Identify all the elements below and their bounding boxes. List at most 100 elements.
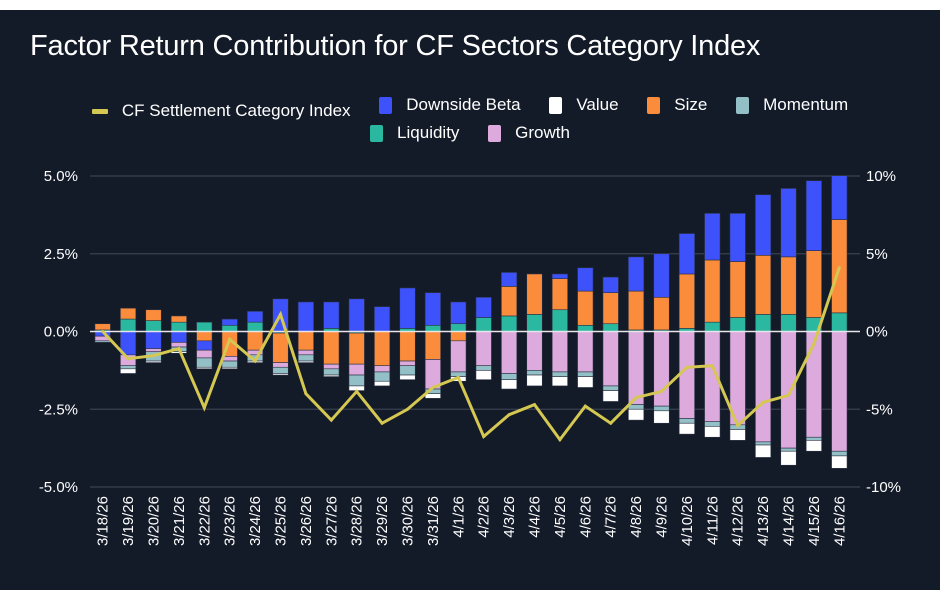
line-point[interactable] (406, 407, 409, 411)
bar-segment-momentum[interactable] (602, 385, 619, 391)
bar-stack[interactable] (475, 296, 492, 381)
bar-segment-downside-beta[interactable] (196, 340, 213, 351)
bar-segment-size[interactable] (577, 290, 594, 326)
bar-segment-value[interactable] (221, 366, 238, 370)
bar-segment-growth[interactable] (475, 331, 492, 367)
bar-stack[interactable] (526, 273, 543, 387)
line-point[interactable] (329, 418, 333, 422)
bar-segment-liquidity[interactable] (120, 318, 137, 332)
line-point[interactable] (634, 396, 638, 400)
line-point[interactable] (431, 385, 435, 389)
bar-segment-size[interactable] (831, 219, 848, 314)
line-point[interactable] (152, 354, 155, 358)
bar-segment-value[interactable] (831, 455, 848, 469)
bar-segment-downside-beta[interactable] (374, 306, 391, 332)
bar-segment-growth[interactable] (602, 331, 619, 387)
line-point[interactable] (761, 400, 765, 404)
line-point[interactable] (253, 359, 257, 363)
bar-segment-liquidity[interactable] (247, 321, 264, 332)
bar-segment-value[interactable] (272, 373, 289, 376)
bar-segment-downside-beta[interactable] (602, 276, 619, 293)
bar-segment-growth[interactable] (297, 349, 314, 356)
line-point[interactable] (558, 438, 562, 442)
bar-segment-size[interactable] (805, 250, 822, 318)
bar-segment-downside-beta[interactable] (323, 301, 340, 329)
line-point[interactable] (355, 389, 359, 393)
bar-segment-growth[interactable] (577, 331, 594, 373)
bar-segment-size[interactable] (399, 331, 416, 362)
bar-segment-value[interactable] (145, 360, 162, 363)
bar-segment-size[interactable] (272, 332, 289, 363)
bar-segment-growth[interactable] (805, 331, 822, 438)
bar-segment-momentum[interactable] (526, 370, 543, 376)
bar-segment-size[interactable] (729, 261, 746, 318)
line-point[interactable] (304, 392, 308, 396)
bar-stack[interactable] (653, 253, 670, 424)
bar-segment-liquidity[interactable] (551, 309, 568, 332)
bar-segment-momentum[interactable] (831, 450, 848, 457)
bar-segment-downside-beta[interactable] (145, 331, 162, 349)
bar-segment-value[interactable] (323, 374, 340, 377)
line-point[interactable] (685, 365, 689, 369)
bar-segment-growth[interactable] (145, 348, 162, 353)
bar-segment-momentum[interactable] (196, 357, 213, 368)
bar-stack[interactable] (628, 256, 645, 421)
bar-segment-downside-beta[interactable] (348, 298, 365, 332)
bar-segment-momentum[interactable] (628, 404, 645, 410)
bar-segment-size[interactable] (526, 273, 543, 315)
bar-stack[interactable] (551, 273, 568, 387)
bar-segment-growth[interactable] (196, 349, 213, 359)
bar-segment-size[interactable] (374, 331, 391, 367)
bar-segment-growth[interactable] (678, 331, 695, 419)
bar-segment-liquidity[interactable] (170, 321, 187, 332)
line-point[interactable] (609, 421, 613, 425)
bar-segment-momentum[interactable] (780, 447, 797, 452)
line-point[interactable] (482, 434, 486, 438)
legend-item-growth[interactable]: Growth (488, 123, 570, 143)
bar-segment-downside-beta[interactable] (831, 145, 848, 220)
bar-segment-downside-beta[interactable] (297, 301, 314, 332)
bar-segment-liquidity[interactable] (831, 312, 848, 332)
bar-segment-liquidity[interactable] (577, 324, 594, 332)
bar-segment-value[interactable] (577, 376, 594, 388)
bar-segment-momentum[interactable] (348, 374, 365, 387)
bar-segment-downside-beta[interactable] (628, 256, 645, 292)
bar-segment-downside-beta[interactable] (678, 233, 695, 275)
bar-segment-liquidity[interactable] (196, 321, 213, 332)
bar-segment-value[interactable] (475, 370, 492, 381)
bar-segment-liquidity[interactable] (424, 324, 441, 332)
bar-segment-growth[interactable] (526, 331, 543, 371)
bar-stack[interactable] (780, 188, 797, 466)
bar-segment-value[interactable] (120, 368, 137, 374)
legend-item-liquidity[interactable]: Liquidity (370, 123, 459, 143)
bar-segment-size[interactable] (120, 307, 137, 320)
bar-segment-size[interactable] (348, 332, 365, 365)
bar-stack[interactable] (805, 180, 822, 452)
bar-segment-momentum[interactable] (297, 354, 314, 362)
bar-segment-growth[interactable] (831, 331, 848, 452)
bar-segment-liquidity[interactable] (526, 314, 543, 332)
bar-segment-momentum[interactable] (755, 441, 772, 446)
bar-segment-size[interactable] (170, 315, 187, 323)
bar-segment-growth[interactable] (348, 363, 365, 376)
line-point[interactable] (787, 393, 790, 397)
bar-segment-downside-beta[interactable] (501, 272, 518, 287)
bar-segment-growth[interactable] (501, 331, 518, 374)
bar-segment-growth[interactable] (780, 331, 797, 449)
line-point[interactable] (812, 342, 816, 346)
bar-segment-liquidity[interactable] (450, 323, 467, 332)
bar-segment-momentum[interactable] (551, 371, 568, 377)
bar-segment-liquidity[interactable] (780, 314, 797, 332)
bar-segment-downside-beta[interactable] (450, 301, 467, 325)
bar-segment-value[interactable] (805, 440, 822, 452)
line-point[interactable] (736, 424, 740, 428)
line-point[interactable] (583, 404, 587, 408)
bar-stack[interactable] (678, 233, 695, 435)
bar-segment-size[interactable] (628, 290, 645, 331)
bar-segment-growth[interactable] (450, 340, 467, 373)
bar-segment-downside-beta[interactable] (475, 296, 492, 318)
bar-segment-value[interactable] (501, 379, 518, 390)
bar-segment-downside-beta[interactable] (551, 273, 568, 279)
bar-segment-value[interactable] (755, 444, 772, 458)
bar-segment-momentum[interactable] (120, 365, 137, 370)
